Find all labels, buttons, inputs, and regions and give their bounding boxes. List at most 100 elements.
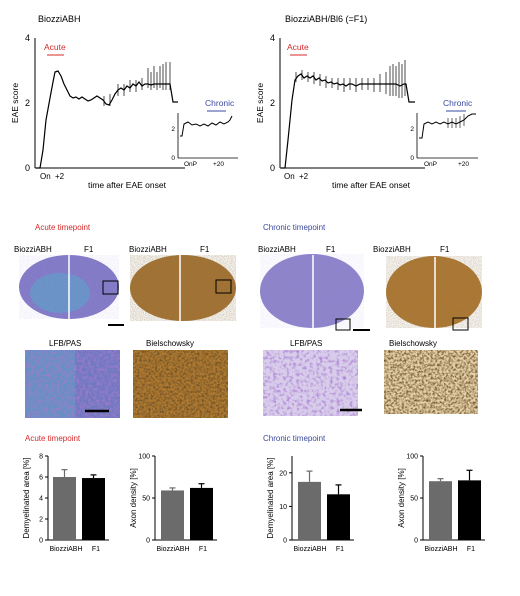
y-tick-label: 0 — [283, 538, 287, 545]
bar-charts: 0 2 4 6 8 Demyelinated area [%] BiozziABH F1 0 50… — [22, 454, 485, 553]
stain-label-biel: Bielschowsky — [146, 339, 194, 348]
bar — [82, 478, 105, 540]
chronic-timepoint-title: Chronic timepoint — [263, 434, 326, 443]
panel-b: Acute timepoint Chronic timepoint Biozzi… — [14, 223, 482, 418]
y-tick-label: 50 — [410, 496, 418, 503]
y-tick-label: 2 — [25, 98, 30, 108]
panel-c: Acute timepoint Chronic timepoint 0 2 4 6 8 D… — [22, 434, 485, 553]
section-label-f1: F1 — [200, 245, 210, 254]
section-label-f1: F1 — [326, 245, 336, 254]
y-tick-label: 50 — [142, 496, 150, 503]
acute-timepoint-title: Acute timepoint — [25, 434, 81, 443]
x-tick-label: +2 — [55, 172, 65, 181]
bar — [458, 480, 481, 540]
inset-error-bars — [447, 114, 465, 128]
zoom-box — [215, 279, 232, 294]
chronic-phase-label: Chronic — [205, 98, 235, 108]
bar-chart: 0 10 20 Demyelinated area [%] BiozziABH F1 — [266, 456, 354, 553]
bar — [53, 477, 76, 540]
stain-label-lfb: LFB/PAS — [290, 339, 322, 348]
chronic-phase-label: Chronic — [443, 98, 473, 108]
x-tick-label: +2 — [299, 172, 309, 181]
acute-timepoint-title: Acute timepoint — [35, 223, 91, 232]
y-tick-label: 0 — [39, 538, 43, 545]
chart-title: BiozziABH/Bl6 (=F1) — [285, 14, 367, 24]
bar — [327, 494, 350, 540]
section-label-biozzi: BiozziABH — [373, 245, 411, 254]
biel-zoom-acute — [133, 350, 228, 418]
inset-y-tick: 2 — [410, 126, 414, 133]
y-axis-label: Axon density [%] — [129, 468, 138, 528]
y-tick-label: 100 — [138, 454, 150, 461]
category-label: BiozziABH — [293, 546, 326, 553]
panel-a: BiozziABH 4 2 0 EAE score On +2 time aft… — [10, 14, 478, 190]
chart-title: BiozziABH — [38, 14, 81, 24]
y-axis-label: EAE score — [10, 83, 20, 123]
eae-chart-biozzi: BiozziABH 4 2 0 EAE score On +2 time aft… — [10, 14, 238, 190]
category-label: F1 — [467, 546, 475, 553]
bar — [429, 481, 452, 540]
lfb-zoom-acute — [25, 350, 120, 418]
category-label: F1 — [336, 546, 344, 553]
x-tick-label: On — [284, 172, 295, 181]
biel-section-chronic — [386, 256, 482, 331]
y-tick-label: 2 — [39, 517, 43, 524]
bar — [298, 481, 321, 540]
stain-label-lfb: LFB/PAS — [49, 339, 81, 348]
x-axis-label: time after EAE onset — [332, 180, 411, 190]
inset-y-tick: 0 — [171, 155, 175, 162]
error-bars — [295, 60, 406, 98]
chronic-timepoint-title: Chronic timepoint — [263, 223, 326, 232]
inset-x-tick: OnP — [424, 161, 437, 168]
category-label: BiozziABH — [49, 546, 82, 553]
zoom-box — [102, 280, 119, 295]
inset-chronic: Chronic 2 0 OnP +20 — [171, 98, 238, 168]
section-label-f1: F1 — [440, 245, 450, 254]
stain-label-biel: Bielschowsky — [389, 339, 437, 348]
acute-phase-label: Acute — [287, 42, 309, 52]
inset-chronic: Chronic 2 0 OnP +20 — [410, 98, 478, 168]
inset-y-tick: 2 — [171, 126, 175, 133]
biel-section-acute — [130, 255, 236, 321]
bar — [161, 490, 184, 540]
eae-chart-f1: BiozziABH/Bl6 (=F1) 4 2 0 EAE score On +… — [255, 14, 478, 190]
biel-zoom-chronic — [384, 350, 478, 414]
error-bars — [103, 62, 171, 106]
lfb-zoom-chronic — [263, 350, 362, 416]
y-tick-label: 0 — [146, 538, 150, 545]
section-label-biozzi: BiozziABH — [14, 245, 52, 254]
y-tick-label: 10 — [279, 504, 287, 511]
y-tick-label: 100 — [406, 454, 418, 461]
y-tick-label: 20 — [279, 470, 287, 477]
y-tick-label: 4 — [25, 33, 30, 43]
category-label: BiozziABH — [156, 546, 189, 553]
y-axis-label: Demyelinated area [%] — [22, 458, 31, 539]
y-axis-label: Demyelinated area [%] — [266, 458, 275, 539]
category-label: BiozziABH — [424, 546, 457, 553]
y-tick-label: 8 — [39, 454, 43, 461]
inset-y-tick: 0 — [410, 155, 414, 162]
x-axis-label: time after EAE onset — [88, 180, 167, 190]
zoom-box — [452, 317, 469, 331]
y-tick-label: 4 — [39, 496, 43, 503]
section-label-biozzi: BiozziABH — [129, 245, 167, 254]
eae-curve — [281, 73, 415, 169]
y-tick-label: 0 — [414, 538, 418, 545]
y-axis-label: EAE score — [255, 83, 265, 123]
inset-curve — [180, 115, 233, 137]
y-axis-label: Axon density [%] — [397, 468, 406, 528]
lfb-section-chronic — [260, 254, 370, 331]
inset-curve — [419, 113, 476, 139]
inset-x-tick: +20 — [213, 161, 224, 168]
bar-chart: 0 2 4 6 8 Demyelinated area [%] BiozziABH F1 — [22, 454, 109, 553]
y-tick-label: 6 — [39, 475, 43, 482]
zoom-box — [335, 318, 351, 331]
section-label-biozzi: BiozziABH — [258, 245, 296, 254]
y-tick-label: 4 — [270, 33, 275, 43]
x-tick-label: On — [40, 172, 51, 181]
y-tick-label: 2 — [270, 98, 275, 108]
category-label: F1 — [199, 546, 207, 553]
eae-curve — [36, 70, 178, 169]
